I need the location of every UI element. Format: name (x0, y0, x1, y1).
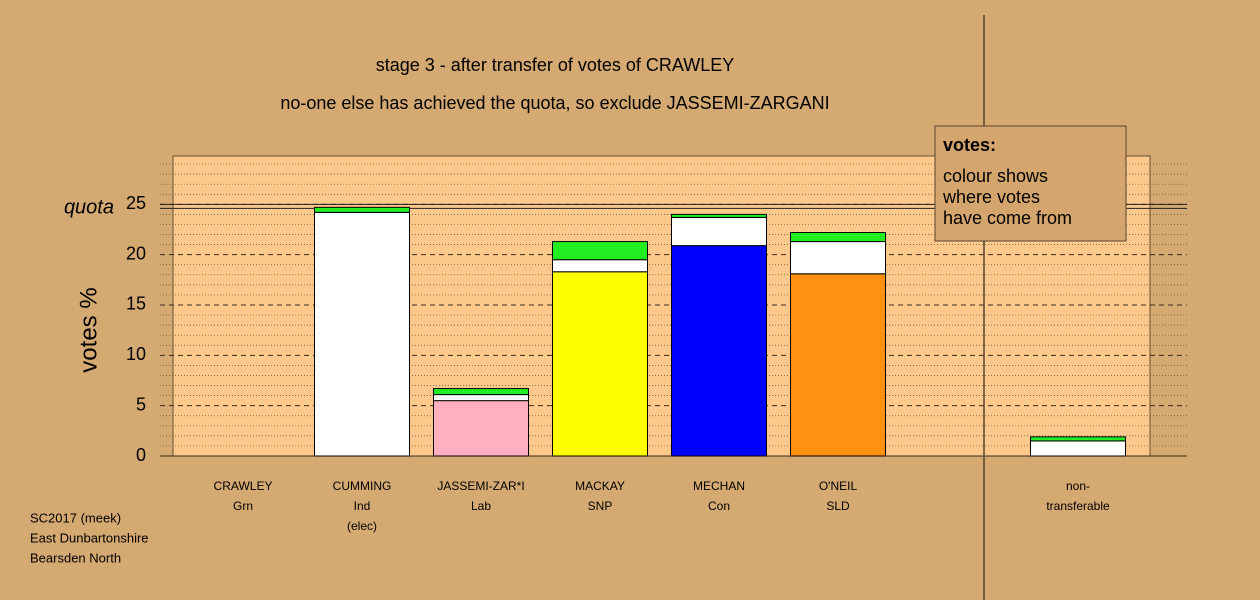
bar-segment (314, 206, 410, 213)
chart-title: stage 3 - after transfer of votes of CRA… (376, 55, 734, 75)
y-tick-label: 5 (136, 394, 146, 414)
y-axis-label: votes % (75, 287, 102, 372)
bar-segment (671, 245, 767, 457)
x-tick-label: Ind (354, 499, 371, 513)
bar-segment (790, 241, 886, 275)
bar-segment (552, 271, 648, 457)
note: SC2017 (meek) (30, 510, 121, 525)
bar-segment (433, 394, 529, 402)
x-tick-label: (elec) (347, 519, 377, 533)
y-tick-label: 25 (126, 193, 146, 213)
legend-text: colour shows (943, 166, 1048, 186)
legend-text: where votes (942, 187, 1040, 207)
x-tick-label: SLD (826, 499, 850, 513)
bar-segment (433, 388, 529, 396)
bar-segment (1030, 440, 1126, 457)
note: Bearsden North (30, 550, 121, 565)
quota-label: quota (64, 197, 114, 219)
x-tick-label: Lab (471, 499, 491, 513)
x-tick-label: CUMMING (333, 479, 392, 493)
x-tick-label: SNP (588, 499, 613, 513)
x-tick-label: O'NEIL (819, 479, 858, 493)
x-tick-label: JASSEMI-ZAR*I (437, 479, 524, 493)
bar-segment (1030, 436, 1126, 442)
x-tick-label: MECHAN (693, 479, 745, 493)
x-tick-label: transferable (1046, 499, 1110, 513)
bar-segment (790, 232, 886, 243)
y-tick-label: 10 (126, 344, 146, 364)
x-tick-label: CRAWLEY (214, 479, 273, 493)
legend: votes: colour shows where votes have com… (934, 125, 1127, 242)
bar-segment (552, 259, 648, 273)
bars: CRAWLEY Grn CUMMING Ind (elec) JASSEMI-ZAR*I L… (214, 206, 1126, 533)
legend-text: have come from (943, 208, 1072, 228)
legend-title: votes: (943, 135, 996, 155)
bar-segment (790, 273, 886, 457)
bar-segment (433, 400, 529, 457)
y-tick-label: 20 (126, 243, 146, 263)
x-tick-label: Grn (233, 499, 253, 513)
y-tick-label: 15 (126, 294, 146, 314)
x-tick-label: Con (708, 499, 730, 513)
x-tick-label: MACKAY (575, 479, 625, 493)
chart-subtitle: no-one else has achieved the quota, so e… (280, 93, 829, 113)
x-tick-label: non- (1066, 479, 1090, 493)
bar-segment (671, 216, 767, 247)
legend-box (934, 125, 1127, 242)
bar-segment (314, 211, 410, 457)
note: East Dunbartonshire (30, 530, 149, 545)
bar-segment (671, 213, 767, 218)
y-tick-label: 0 (136, 445, 146, 465)
bar-segment (552, 241, 648, 261)
